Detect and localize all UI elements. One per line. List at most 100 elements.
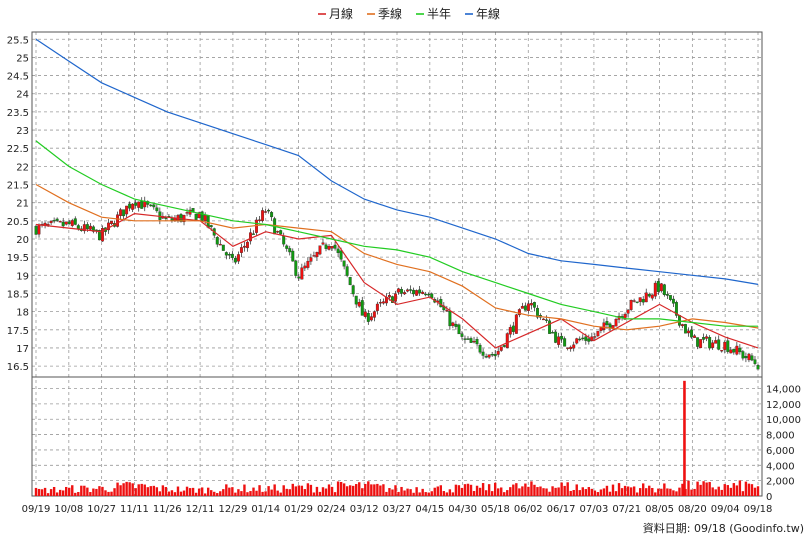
candle-body [545, 319, 548, 321]
volume-bar [575, 484, 578, 496]
price-tick-label: 17 [16, 344, 29, 355]
candle-body [339, 250, 343, 260]
candle-body [602, 322, 606, 330]
volume-bar [92, 488, 95, 496]
volume-bar [747, 483, 751, 496]
candle-body [508, 327, 512, 335]
candle-body [140, 200, 144, 209]
volume-bar [327, 484, 331, 496]
candle-body [67, 221, 71, 224]
volume-bar [732, 483, 736, 496]
volume-bar [642, 483, 645, 496]
candle-body [744, 356, 748, 359]
volume-bar [122, 483, 125, 496]
date-tick-label: 03/12 [350, 504, 379, 515]
volume-bar [37, 488, 41, 496]
candle-body [702, 337, 706, 340]
ma-line [35, 183, 759, 331]
candle-body [264, 211, 268, 213]
candle-body [415, 290, 419, 296]
price-tick-label: 21 [16, 199, 29, 210]
candle-body [647, 294, 651, 297]
volume-bar [744, 481, 748, 496]
date-tick-label: 08/05 [645, 504, 674, 515]
candle-body [381, 301, 385, 304]
volume-tick-label: 12,000 [766, 400, 801, 411]
candle-body [116, 214, 120, 227]
volume-bar [255, 490, 258, 496]
date-tick-label: 01/14 [251, 504, 280, 515]
candle-body [321, 242, 325, 245]
volume-bar [68, 487, 71, 496]
candle-body [681, 324, 684, 327]
volume-bar [134, 488, 137, 496]
candle-body [236, 254, 240, 262]
volume-bar [300, 485, 304, 496]
moving-average-lines [35, 38, 759, 349]
volume-bar [608, 491, 612, 496]
volume-bar [756, 486, 760, 496]
volume-bar [696, 481, 699, 496]
volume-bar [666, 488, 669, 496]
volume-tick-label: 8,000 [766, 431, 795, 442]
volume-bar [484, 490, 488, 496]
price-tick-label: 25 [16, 53, 29, 64]
volume-bar [403, 490, 406, 496]
candle-body [581, 337, 585, 340]
volume-bar [635, 492, 639, 496]
price-tick-label: 23 [16, 126, 29, 137]
legend-label: 月線 [329, 6, 353, 21]
volume-bar [433, 487, 436, 496]
price-tick-label: 25.5 [7, 35, 29, 46]
volume-bar [355, 484, 358, 496]
date-tick-label: 10/27 [87, 504, 116, 515]
candle-body [58, 220, 62, 223]
volume-bar [206, 487, 210, 496]
volume-bar [382, 484, 385, 496]
volume-bar [309, 484, 313, 496]
volume-bar [101, 486, 104, 496]
candle-body [110, 220, 113, 225]
candle-body [315, 252, 319, 258]
candle-body [318, 245, 322, 255]
candle-body [614, 318, 618, 327]
volume-bar [342, 483, 346, 496]
candle-body [484, 356, 488, 358]
volume-bar [191, 487, 195, 496]
date-tick-label: 05/18 [481, 504, 510, 515]
volume-bar [645, 488, 648, 496]
volume-bar [678, 487, 681, 496]
volume-bar [185, 486, 189, 496]
candle-body [714, 340, 718, 344]
candle-body [487, 354, 491, 358]
volume-bar [693, 488, 696, 496]
candle-body [678, 315, 681, 326]
candle-body [560, 335, 564, 340]
candle-body [587, 338, 591, 342]
date-tick-label: 10/08 [54, 504, 83, 515]
candle-body [246, 241, 249, 249]
candle-body [131, 203, 135, 210]
volume-bar [463, 484, 467, 496]
candle-body [650, 294, 654, 299]
volume-bar [406, 488, 409, 496]
volume-bar [741, 491, 745, 496]
volume-bar [98, 486, 101, 496]
volume-axis: 0 2,000 4,000 6,000 8,000 10,000 12,000 14,000 [766, 385, 801, 503]
candle-body [632, 300, 636, 302]
candle-body [146, 201, 150, 205]
candle-body [200, 211, 204, 221]
volume-bar [460, 487, 464, 496]
candle-body [336, 248, 340, 253]
candle-body [119, 209, 123, 216]
candle-body [179, 214, 183, 222]
volume-bar [240, 491, 243, 496]
volume-bar [74, 492, 77, 496]
candle-body [623, 313, 627, 320]
volume-bar [720, 489, 723, 496]
volume-tick-label: 4,000 [766, 461, 795, 472]
volume-bar [714, 489, 717, 496]
candle-body [400, 289, 403, 294]
volume-bar [176, 486, 180, 496]
volume-bar [723, 484, 726, 496]
